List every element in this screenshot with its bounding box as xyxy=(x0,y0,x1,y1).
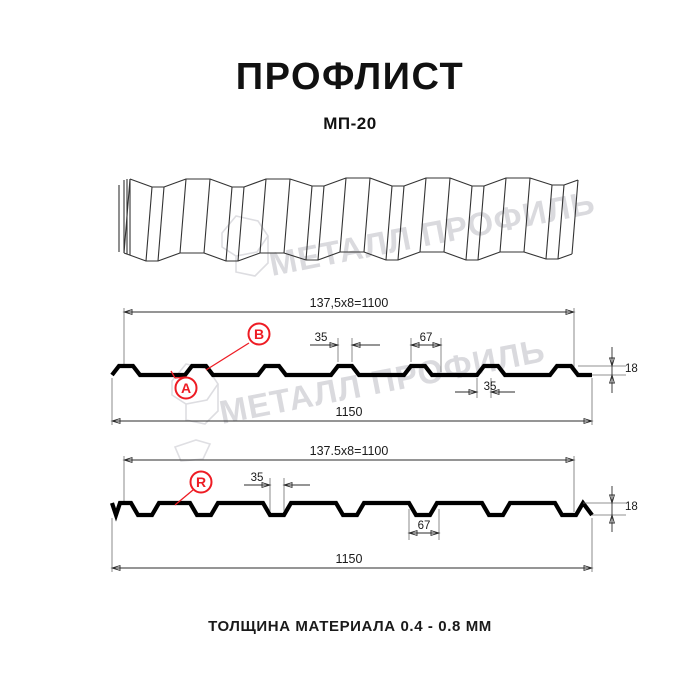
callout-a: A xyxy=(170,370,198,400)
callout-a-circle xyxy=(174,376,198,400)
dimension-rib-bottom-35: 35 xyxy=(244,472,310,511)
watermark-logo-icon-2 xyxy=(171,363,219,405)
watermark-text-2: МЕТАЛЛ ПРОФИЛЬ xyxy=(216,331,548,430)
callout-r-label: R xyxy=(196,474,206,490)
dimension-pitch-bottom-label: 137.5x8=1100 xyxy=(310,444,389,458)
profile-outline-bottom xyxy=(110,499,594,522)
title-block: ПРОФЛИСТ МП-20 xyxy=(0,58,700,134)
dimension-rib-bottom-35-label: 35 xyxy=(251,472,264,484)
dimension-height-top-18: 18 xyxy=(578,347,638,393)
watermark-logo-side-icon-2 xyxy=(185,384,219,425)
dimension-spacing-top-67-label: 67 xyxy=(420,332,433,344)
dimension-pitch-bottom: 137.5x8=1100 xyxy=(122,444,576,512)
watermark-fragment xyxy=(173,439,212,462)
callout-b-circle xyxy=(247,322,271,346)
material-thickness-note: ТОЛЩИНА МАТЕРИАЛА 0.4 - 0.8 ММ xyxy=(208,618,492,635)
callout-r-circle xyxy=(189,470,213,494)
callout-b-label: B xyxy=(254,326,264,342)
callout-a-label: A xyxy=(181,380,191,396)
profile-section-bottom: 137.5x8=1100 35 67 xyxy=(110,444,638,572)
profile-section-top: 137,5x8=1100 35 67 xyxy=(110,296,638,425)
dimension-rib-top-35: 35 xyxy=(310,332,380,362)
dimension-valley-top-35: 35 xyxy=(455,378,515,398)
dimension-rib-top-35-label: 35 xyxy=(315,332,328,344)
dimension-spacing-top-67: 67 xyxy=(409,332,443,372)
profile-outline-top xyxy=(110,363,592,378)
isometric-sheet-view xyxy=(118,177,579,262)
dimension-valley-top-35-label: 35 xyxy=(484,381,497,393)
dimension-pitch-top-label: 137,5x8=1100 xyxy=(310,296,389,310)
dimension-total-bottom-1150-label: 1150 xyxy=(336,552,363,566)
dimension-height-bottom-18-label: 18 xyxy=(625,501,638,513)
dimension-pitch-top: 137,5x8=1100 xyxy=(122,296,576,372)
dimension-spacing-bottom-67-label: 67 xyxy=(418,520,431,532)
callout-r: R xyxy=(174,470,213,506)
dimension-height-top-18-label: 18 xyxy=(625,363,638,375)
watermark-logo-side-icon xyxy=(235,236,269,277)
dimension-total-bottom-1150: 1150 xyxy=(110,518,594,572)
watermark-iso: МЕТАЛЛ ПРОФИЛЬ xyxy=(221,183,598,283)
watermark-fragment-icon xyxy=(173,439,212,462)
dimension-spacing-bottom-67: 67 xyxy=(407,509,441,540)
product-model-label: МП-20 xyxy=(323,114,377,133)
callout-b: B xyxy=(205,322,271,371)
page-title: ПРОФЛИСТ xyxy=(235,56,465,98)
dimension-total-top-1150-label: 1150 xyxy=(336,405,363,419)
dimension-total-top-1150: 1150 xyxy=(110,378,594,425)
dimension-height-bottom-18: 18 xyxy=(583,486,638,532)
watermark-logo-icon xyxy=(221,215,269,257)
